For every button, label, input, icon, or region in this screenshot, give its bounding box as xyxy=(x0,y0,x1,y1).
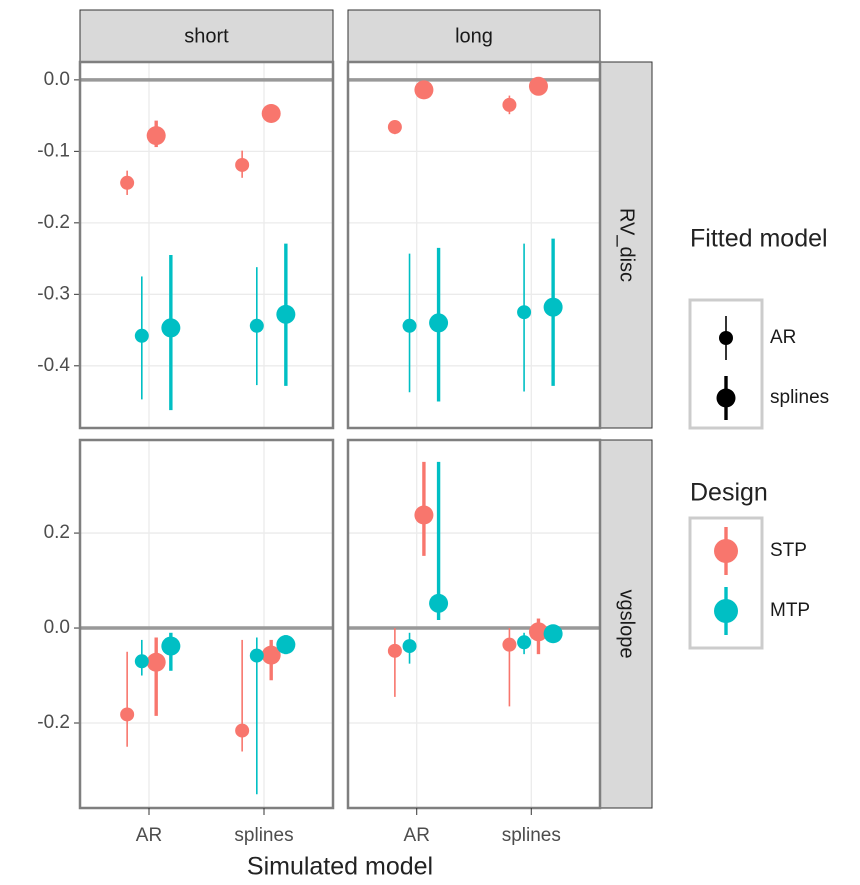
point xyxy=(517,305,532,320)
point xyxy=(146,126,166,146)
point xyxy=(528,622,548,642)
panel xyxy=(346,60,602,430)
legend-title: Design xyxy=(690,479,768,507)
point xyxy=(429,593,449,613)
x-axis-title: Simulated model xyxy=(247,853,433,881)
panel xyxy=(78,438,335,810)
panel xyxy=(346,438,602,810)
point xyxy=(134,654,149,669)
legend-title: Fitted model xyxy=(690,225,828,253)
point xyxy=(120,707,135,722)
point xyxy=(528,76,548,96)
y-tick-label: -0.4 xyxy=(37,355,70,376)
point xyxy=(414,505,434,525)
point xyxy=(502,97,517,112)
point xyxy=(402,318,417,333)
strip-bg xyxy=(79,9,334,63)
panel-border xyxy=(346,438,602,810)
column-strip-label: long xyxy=(455,25,493,47)
legend-label: MTP xyxy=(770,600,810,621)
legend-label: splines xyxy=(770,387,829,408)
y-tick-label: 0.2 xyxy=(44,522,70,543)
legend-key-point xyxy=(714,539,738,563)
point xyxy=(120,175,135,190)
strip-bg xyxy=(347,9,601,63)
legend-key-point xyxy=(716,388,736,408)
row-strip-label: vgslope xyxy=(616,590,638,659)
point xyxy=(543,297,563,317)
point xyxy=(502,637,517,652)
panel-border xyxy=(346,60,602,430)
point xyxy=(134,328,149,343)
x-tick-label: splines xyxy=(502,825,561,846)
point xyxy=(414,80,434,100)
x-tick-label: splines xyxy=(234,825,293,846)
panel-border xyxy=(78,60,335,430)
point xyxy=(261,103,281,123)
y-tick-label: 0.0 xyxy=(44,617,70,638)
point xyxy=(235,157,250,172)
point xyxy=(249,648,264,663)
x-tick-label: AR xyxy=(136,825,162,846)
legend-label: AR xyxy=(770,327,796,348)
point xyxy=(276,635,296,655)
point xyxy=(161,636,181,656)
row-strip-label: RV_disc xyxy=(616,208,638,282)
column-strip-label: short xyxy=(184,25,229,47)
legend-key-point xyxy=(719,331,733,345)
point xyxy=(235,723,250,738)
x-tick-label: AR xyxy=(404,825,430,846)
panel-bg xyxy=(80,62,333,428)
point xyxy=(429,313,449,333)
strip-bg xyxy=(599,61,653,429)
y-tick-label: -0.3 xyxy=(37,283,70,304)
point xyxy=(517,635,532,650)
point xyxy=(276,304,296,324)
legend-key-point xyxy=(714,599,738,623)
point xyxy=(402,639,417,654)
y-tick-label: -0.2 xyxy=(37,712,70,733)
point xyxy=(146,652,166,672)
point xyxy=(387,120,402,135)
point xyxy=(261,645,281,665)
strip-bg xyxy=(599,439,653,809)
panel xyxy=(78,60,335,430)
point xyxy=(249,318,264,333)
panel-bg xyxy=(348,62,600,428)
point xyxy=(543,624,563,644)
y-tick-label: -0.2 xyxy=(37,212,70,233)
point xyxy=(387,643,402,658)
panel-bg xyxy=(348,440,600,808)
y-tick-label: 0.0 xyxy=(44,69,70,90)
point xyxy=(161,318,181,338)
panel-bg xyxy=(80,440,333,808)
y-tick-label: -0.1 xyxy=(37,140,70,161)
panel-border xyxy=(78,438,335,810)
legend-label: STP xyxy=(770,540,807,561)
